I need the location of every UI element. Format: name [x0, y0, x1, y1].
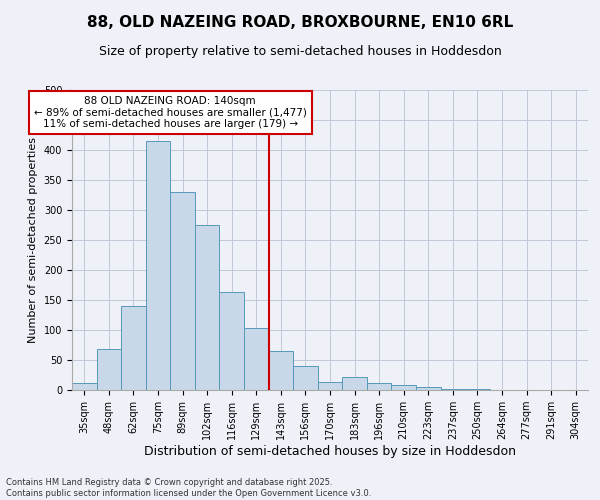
- Text: Contains HM Land Registry data © Crown copyright and database right 2025.
Contai: Contains HM Land Registry data © Crown c…: [6, 478, 371, 498]
- Bar: [269, 351, 293, 390]
- Bar: [244, 328, 269, 390]
- Bar: [170, 192, 195, 390]
- Bar: [318, 382, 342, 390]
- Text: Size of property relative to semi-detached houses in Hoddesdon: Size of property relative to semi-detach…: [98, 45, 502, 58]
- Text: 88, OLD NAZEING ROAD, BROXBOURNE, EN10 6RL: 88, OLD NAZEING ROAD, BROXBOURNE, EN10 6…: [87, 15, 513, 30]
- Bar: [367, 384, 391, 390]
- Bar: [342, 378, 367, 390]
- Bar: [72, 383, 97, 390]
- Text: 88 OLD NAZEING ROAD: 140sqm
← 89% of semi-detached houses are smaller (1,477)
11: 88 OLD NAZEING ROAD: 140sqm ← 89% of sem…: [34, 96, 307, 129]
- Bar: [97, 349, 121, 390]
- Bar: [195, 225, 220, 390]
- Bar: [416, 387, 440, 390]
- Bar: [220, 292, 244, 390]
- Bar: [440, 389, 465, 390]
- Bar: [121, 306, 146, 390]
- Bar: [146, 141, 170, 390]
- Y-axis label: Number of semi-detached properties: Number of semi-detached properties: [28, 137, 38, 343]
- Bar: [293, 366, 318, 390]
- Bar: [391, 385, 416, 390]
- X-axis label: Distribution of semi-detached houses by size in Hoddesdon: Distribution of semi-detached houses by …: [144, 445, 516, 458]
